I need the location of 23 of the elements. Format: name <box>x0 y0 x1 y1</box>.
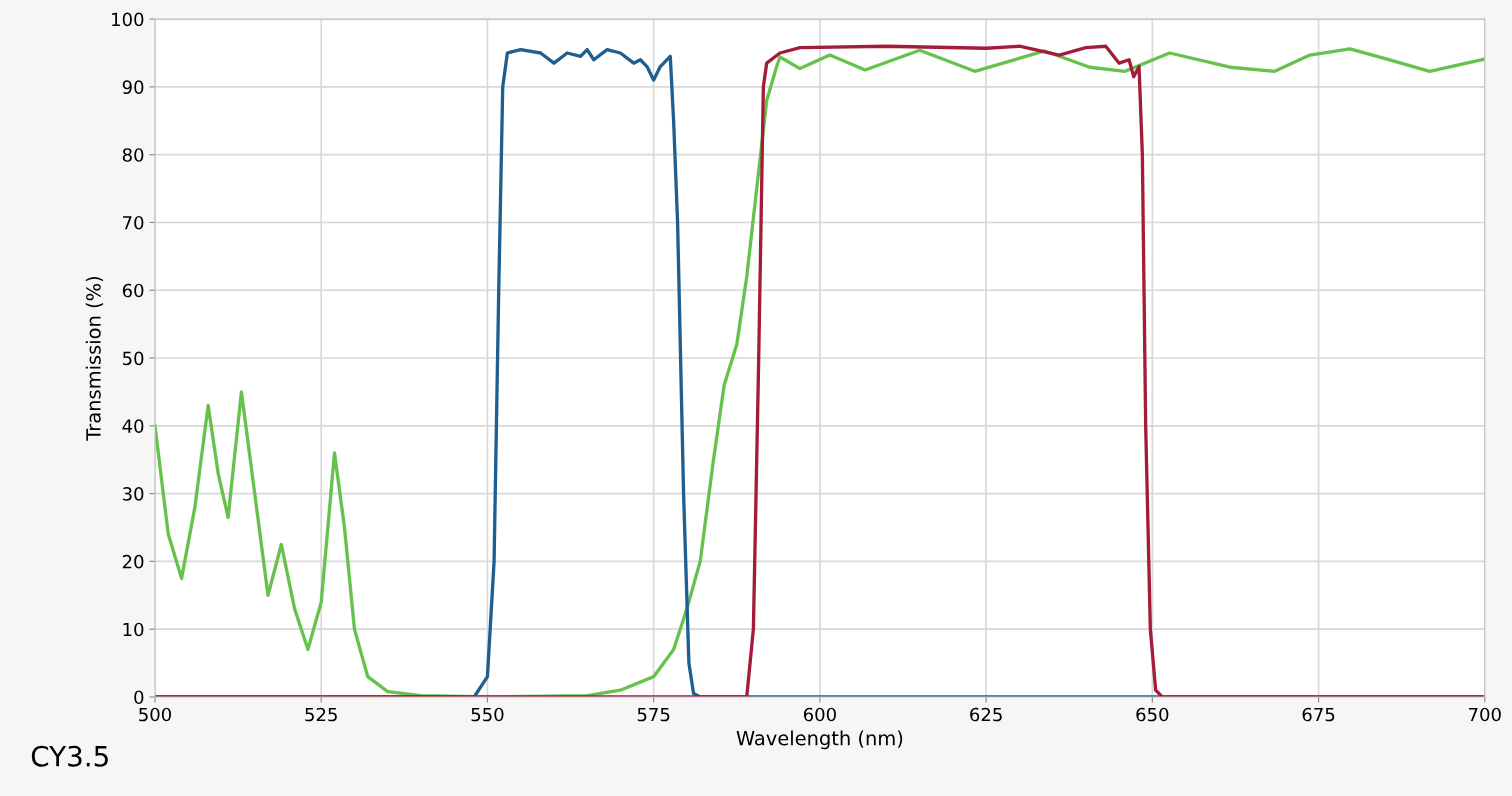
x-tick-label: 625 <box>970 707 1002 722</box>
y-tick-label: 20 <box>122 554 144 569</box>
x-tick-label: 700 <box>1469 707 1501 722</box>
y-tick-label: 90 <box>122 80 144 95</box>
y-tick-label: 70 <box>123 215 144 230</box>
y-axis-title: Transmission (%) <box>85 276 104 441</box>
x-tick-label: 525 <box>305 707 337 722</box>
y-tick-label: 60 <box>122 283 144 298</box>
x-tick-label: 600 <box>803 707 836 722</box>
x-axis-title: Wavelength (nm) <box>736 730 903 750</box>
y-tick-label: 10 <box>123 622 144 637</box>
x-tick-label: 500 <box>139 707 172 722</box>
y-tick-label: 30 <box>122 487 144 501</box>
x-tick-label: 675 <box>1302 707 1335 722</box>
text: CY3.5 <box>31 745 108 767</box>
y-tick-label: 50 <box>122 351 144 366</box>
y-tick-label: 100 <box>112 12 144 27</box>
y-tick-label: 40 <box>122 419 144 433</box>
x-tick-label: 650 <box>1136 707 1169 722</box>
y-tick-label: 0 <box>134 690 144 705</box>
y-tick-label: 80 <box>122 148 144 162</box>
x-tick-label: 575 <box>637 707 670 722</box>
x-tick-label: 550 <box>471 707 504 722</box>
